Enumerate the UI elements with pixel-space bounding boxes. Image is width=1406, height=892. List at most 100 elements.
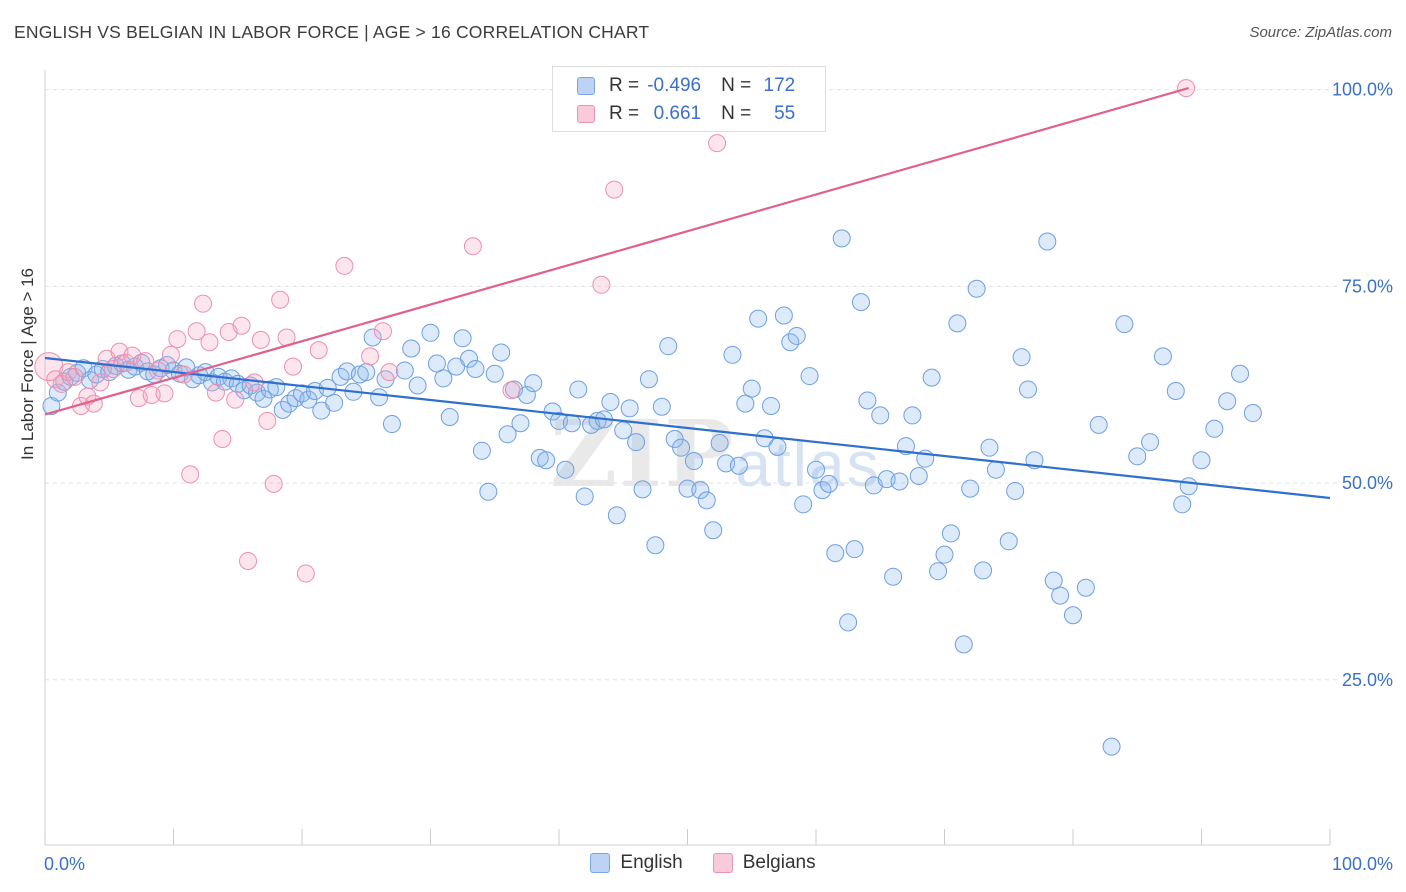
english-point: [607, 506, 626, 525]
english-point: [948, 314, 967, 333]
english-point: [954, 635, 973, 654]
english-point: [639, 370, 658, 389]
english-point: [575, 487, 594, 506]
english-point: [1038, 232, 1057, 251]
belgians-point: [592, 275, 611, 294]
y-tick-label: 100.0%: [1332, 80, 1393, 100]
belgians-point: [239, 551, 258, 570]
series-legend-belgians[interactable]: Belgians: [712, 852, 816, 874]
y-tick-label: 75.0%: [1342, 276, 1393, 296]
english-point: [768, 437, 787, 456]
english-point: [684, 452, 703, 471]
belgians-point: [232, 316, 251, 335]
english-point: [1044, 571, 1063, 590]
english-point: [524, 374, 543, 393]
english-point: [774, 306, 793, 325]
english-point: [723, 345, 742, 364]
legend-r-label: R =: [609, 75, 640, 96]
english-point: [646, 536, 665, 555]
english-point: [736, 394, 755, 413]
english-point: [325, 393, 344, 412]
english-point: [286, 389, 305, 408]
belgians-point: [59, 363, 78, 382]
english-point: [382, 415, 401, 434]
english-point: [1006, 481, 1025, 500]
english-point: [1076, 578, 1095, 597]
english-point: [1179, 477, 1198, 496]
english-point: [395, 361, 414, 380]
english-point: [267, 378, 286, 397]
english-point: [440, 407, 459, 426]
x-tick-label: 0.0%: [44, 854, 85, 874]
english-point: [633, 480, 652, 499]
english-point: [569, 380, 588, 399]
series-label-belgians: Belgians: [742, 852, 816, 873]
series-swatch-english: [590, 853, 611, 873]
english-point: [1166, 382, 1185, 401]
english-point: [1089, 415, 1108, 434]
belgians-point: [605, 180, 624, 199]
belgians-point: [463, 237, 482, 256]
english-point: [492, 343, 511, 362]
belgians-point: [65, 367, 84, 386]
english-point: [620, 399, 639, 418]
correlation-legend: R = -0.496 N = 172 R = 0.661 N = 55: [552, 66, 826, 132]
belgians-point: [200, 333, 219, 352]
english-point: [922, 368, 941, 387]
belgians-point: [206, 383, 225, 402]
english-point: [1141, 433, 1160, 452]
belgians-point: [168, 330, 187, 349]
english-point: [729, 456, 748, 475]
english-point: [466, 359, 485, 378]
belgians-point: [264, 474, 283, 493]
english-point: [537, 451, 556, 470]
english-point: [909, 466, 928, 485]
belgians-point: [181, 465, 200, 484]
chart-title: ENGLISH VS BELGIAN IN LABOR FORCE | AGE …: [14, 22, 650, 42]
y-tick-label: 25.0%: [1342, 670, 1393, 690]
english-point: [1205, 419, 1224, 438]
belgians-point: [296, 564, 315, 583]
english-point: [1102, 737, 1121, 756]
english-point: [697, 491, 716, 510]
english-point: [807, 460, 825, 479]
legend-swatch-belgians: [577, 105, 595, 123]
source-label: Source: ZipAtlas.com: [1249, 24, 1392, 41]
series-label-english: English: [620, 852, 683, 873]
legend-n-label: N =: [721, 103, 752, 124]
english-point: [1153, 347, 1172, 366]
english-point: [832, 229, 851, 248]
watermark: ZIPatlas: [550, 400, 881, 508]
series-legend-english[interactable]: English: [590, 852, 683, 874]
x-tick-label: 100.0%: [1332, 854, 1393, 874]
english-point: [1019, 380, 1038, 399]
legend-r-label: R =: [609, 103, 640, 124]
y-axis-title: In Labor Force | Age > 16: [18, 267, 37, 460]
english-point: [710, 433, 729, 452]
english-point: [851, 293, 870, 312]
english-point: [961, 479, 980, 498]
legend-row-english: R = -0.496 N = 172: [577, 73, 795, 99]
english-point: [935, 545, 954, 564]
belgians-point: [161, 345, 180, 364]
english-point: [941, 524, 960, 543]
english-point: [511, 414, 530, 433]
english-point: [794, 495, 813, 514]
english-point: [1051, 586, 1070, 605]
english-point: [826, 544, 845, 563]
english-point: [421, 323, 440, 342]
belgians-point: [271, 290, 290, 309]
belgians-point: [142, 385, 161, 404]
english-point: [562, 414, 581, 433]
english-point: [742, 379, 761, 398]
english-point: [627, 433, 646, 452]
watermark-main: ZIP: [550, 400, 736, 508]
belgians-point: [91, 373, 110, 392]
english-point: [762, 396, 781, 415]
english-point: [678, 479, 697, 498]
english-point: [845, 540, 864, 559]
english-point: [1243, 404, 1262, 423]
english-point: [890, 472, 909, 491]
english-point: [556, 460, 575, 479]
